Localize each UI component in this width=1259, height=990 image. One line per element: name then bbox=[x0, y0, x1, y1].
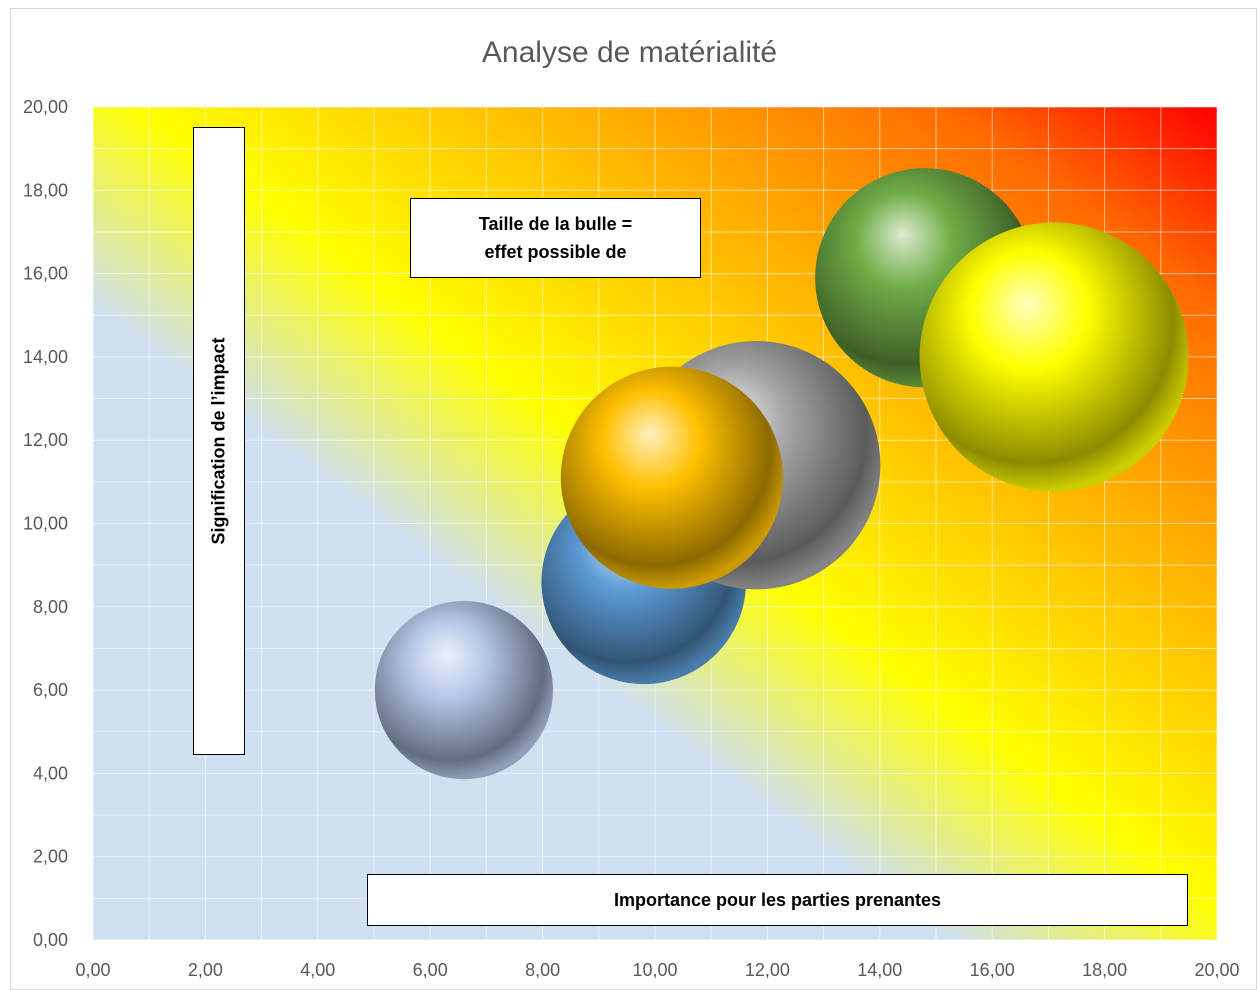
bubble-6 bbox=[919, 222, 1189, 492]
y-tick-label: 12,00 bbox=[23, 430, 68, 450]
y-tick-label: 20,00 bbox=[23, 97, 68, 117]
y-tick-label: 6,00 bbox=[33, 680, 68, 700]
y-axis-ticks: 0,00 2,00 4,00 6,00 8,00 10,00 12,00 14,00 16,00… bbox=[23, 97, 68, 950]
x-tick-label: 18,00 bbox=[1082, 960, 1127, 980]
x-tick-label: 2,00 bbox=[188, 960, 223, 980]
y-tick-label: 0,00 bbox=[33, 930, 68, 950]
y-axis-title: Signification de l’impact bbox=[208, 337, 229, 545]
bubble-size-note-line-1: Taille de la bulle = bbox=[478, 214, 633, 234]
x-axis-title-box: Importance pour les parties prenantes bbox=[367, 874, 1188, 926]
x-tick-label: 20,00 bbox=[1194, 960, 1239, 980]
x-tick-label: 0,00 bbox=[75, 960, 110, 980]
x-tick-label: 10,00 bbox=[632, 960, 677, 980]
x-tick-label: 16,00 bbox=[970, 960, 1015, 980]
bubble-4 bbox=[560, 366, 783, 589]
bubble-1 bbox=[374, 600, 554, 780]
y-tick-label: 18,00 bbox=[23, 180, 68, 200]
x-axis-title: Importance pour les parties prenantes bbox=[613, 889, 942, 910]
y-tick-label: 14,00 bbox=[23, 347, 68, 367]
y-tick-label: 16,00 bbox=[23, 264, 68, 284]
x-tick-label: 12,00 bbox=[745, 960, 790, 980]
y-tick-label: 8,00 bbox=[33, 597, 68, 617]
y-tick-label: 4,00 bbox=[33, 763, 68, 783]
x-tick-label: 14,00 bbox=[857, 960, 902, 980]
y-tick-label: 2,00 bbox=[33, 847, 68, 867]
y-tick-label: 10,00 bbox=[23, 514, 68, 534]
chart-title: Analyse de matérialité bbox=[481, 36, 778, 69]
bubble-size-note: Taille de la bulle = effet possible de bbox=[410, 198, 701, 278]
y-axis-title-box: Signification de l’impact bbox=[193, 127, 245, 755]
bubble-series bbox=[374, 168, 1189, 780]
x-tick-label: 4,00 bbox=[300, 960, 335, 980]
x-axis-ticks: 0,00 2,00 4,00 6,00 8,00 10,00 12,00 14,00 16,00… bbox=[75, 960, 1239, 980]
x-tick-label: 6,00 bbox=[413, 960, 448, 980]
bubble-size-note-line-2: effet possible de bbox=[484, 242, 627, 262]
x-tick-label: 8,00 bbox=[525, 960, 560, 980]
